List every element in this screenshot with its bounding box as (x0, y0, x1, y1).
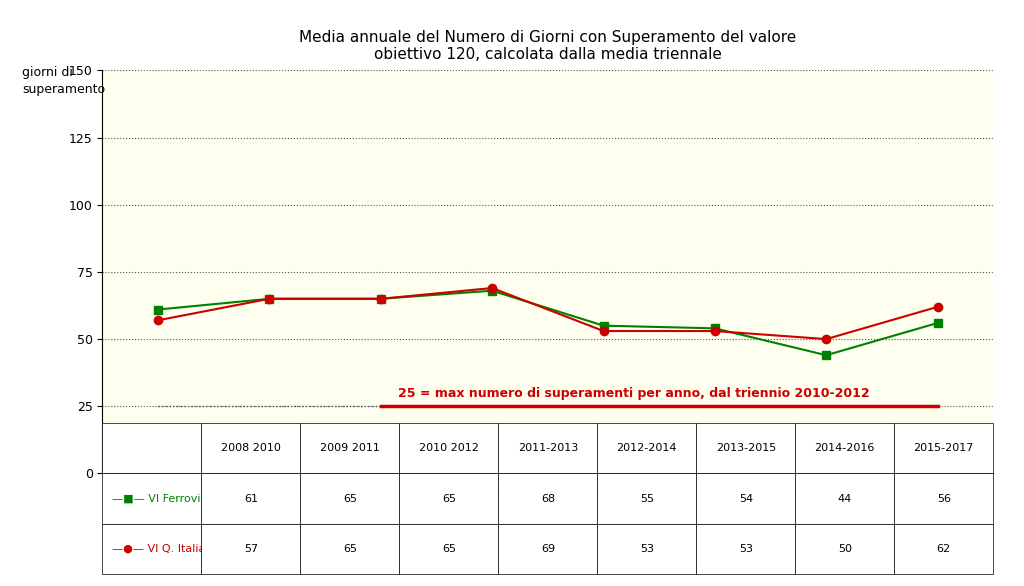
Text: 25 = max numero di superamenti per anno, dal triennio 2010-2012: 25 = max numero di superamenti per anno,… (397, 387, 869, 400)
Title: Media annuale del Numero di Giorni con Superamento del valore
obiettivo 120, cal: Media annuale del Numero di Giorni con S… (299, 30, 797, 62)
Text: giorni di
superamento: giorni di superamento (23, 66, 105, 96)
